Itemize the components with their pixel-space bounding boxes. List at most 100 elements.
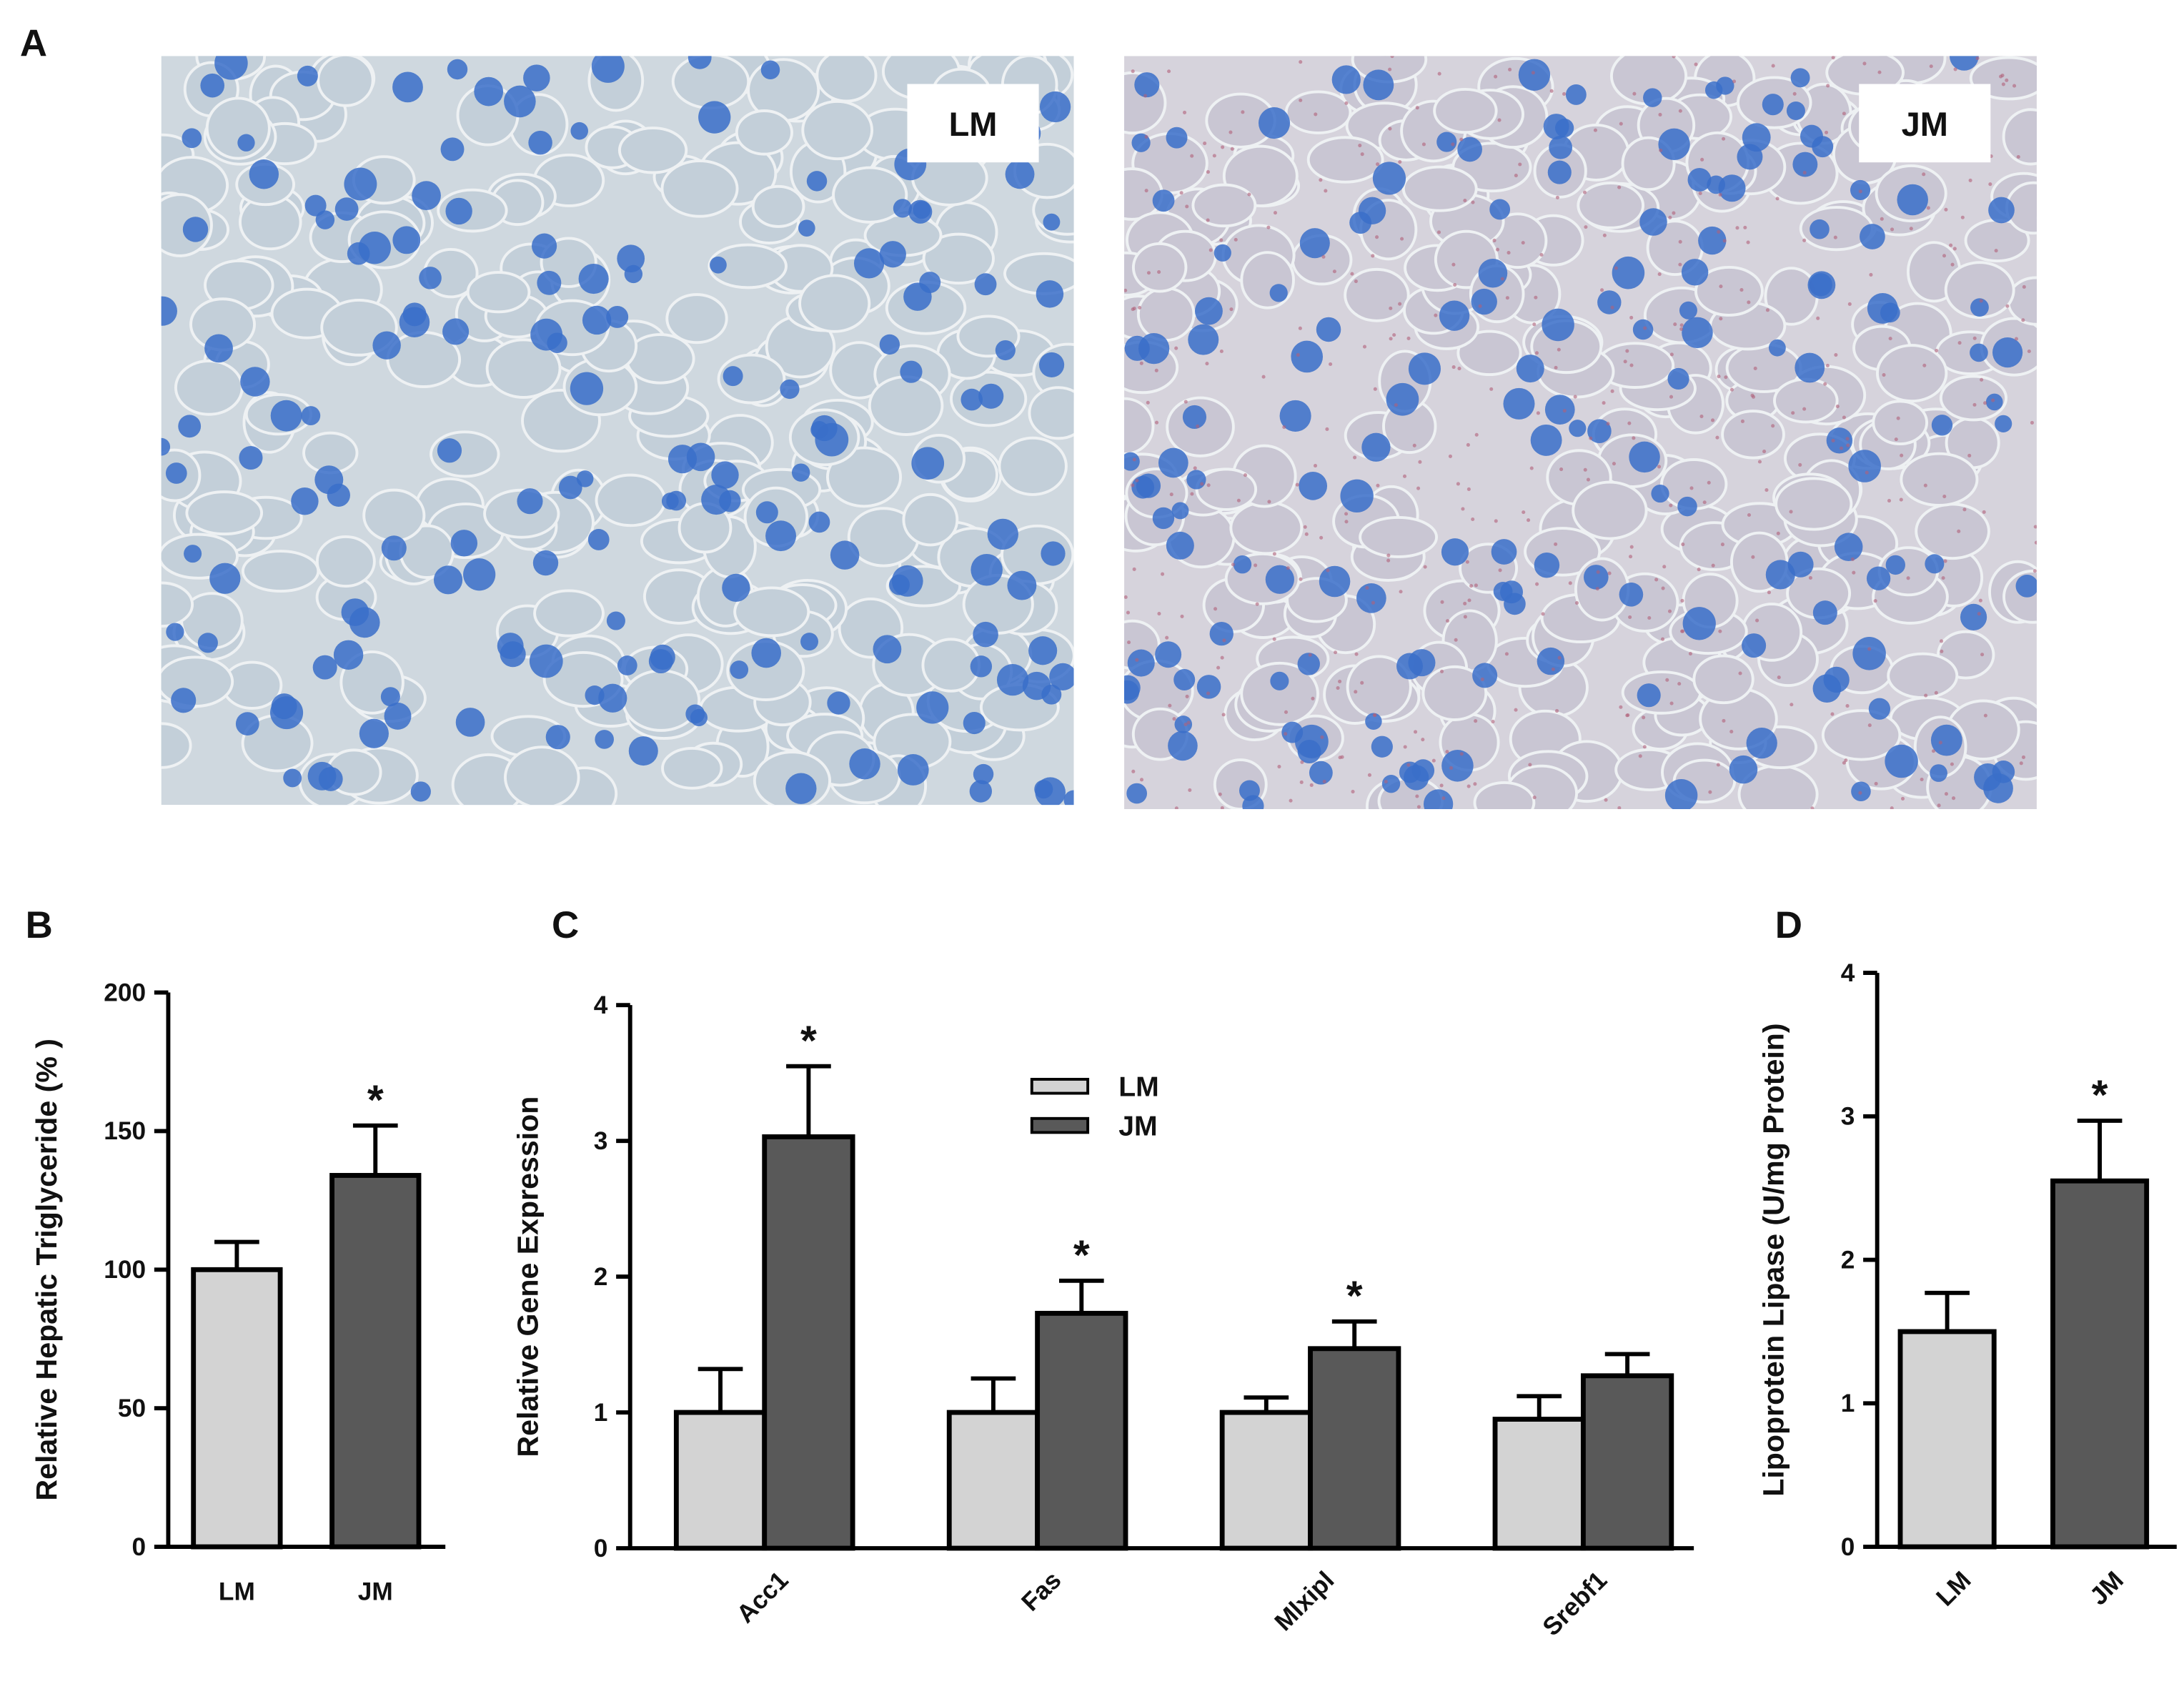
lipid-dot <box>1463 198 1467 203</box>
lipid-dot <box>1899 497 1903 502</box>
lipid-dot <box>1929 64 1933 69</box>
nucleus <box>628 736 658 766</box>
lipid-dot <box>1632 436 1636 440</box>
lipid-dot <box>1949 243 1953 247</box>
nucleus <box>1742 633 1767 658</box>
nucleus <box>1866 566 1891 590</box>
lipid-dot <box>1154 420 1159 425</box>
lipid-dot <box>1454 638 1458 642</box>
lipid-dot <box>1719 284 1723 289</box>
lipid-dot <box>1845 437 1850 441</box>
nucleus <box>344 167 377 201</box>
lipid-dot <box>1154 368 1158 372</box>
lipid-dot <box>1660 637 1665 641</box>
lipid-dot <box>1188 788 1192 792</box>
nucleus <box>531 233 557 259</box>
lipid-dot <box>1593 128 1597 132</box>
lipid-dot <box>1261 375 1266 379</box>
lipid-dot <box>1371 254 1375 258</box>
nucleus <box>570 372 604 405</box>
lipid-dot <box>1303 525 1307 529</box>
lipid-dot <box>2027 349 2031 354</box>
nucleus <box>1765 560 1795 590</box>
lipid-dot <box>1839 446 1844 450</box>
nucleus <box>1860 224 1885 249</box>
nucleus <box>1491 539 1517 565</box>
lipid-dot <box>1319 178 1323 182</box>
nucleus <box>723 366 743 387</box>
nucleus <box>440 137 465 162</box>
lipid-dot <box>1679 323 1684 327</box>
cell <box>1229 500 1304 555</box>
nucleus <box>1493 582 1513 601</box>
lipid-dot <box>1421 738 1425 742</box>
nucleus <box>1127 649 1155 677</box>
lipid-dot <box>1610 305 1614 309</box>
lipid-dot <box>1673 322 1677 327</box>
nucleus <box>1424 789 1454 809</box>
nucleus <box>182 217 209 242</box>
nucleus <box>161 296 177 326</box>
lipid-dot <box>1583 467 1587 472</box>
lipid-dot <box>1825 363 1830 368</box>
nucleus <box>974 273 997 296</box>
lipid-dot <box>1313 464 1318 468</box>
lipid-dot <box>1697 568 1701 572</box>
nucleus <box>1168 730 1198 761</box>
lipid-dot <box>1534 295 1538 299</box>
lipid-dot <box>1617 806 1622 809</box>
lipid-dot <box>1386 558 1391 563</box>
nucleus <box>1436 132 1457 152</box>
lipid-dot <box>1623 360 1627 364</box>
nucleus <box>648 649 673 674</box>
lipid-dot <box>1434 313 1438 317</box>
nucleus <box>1005 159 1035 189</box>
nucleus <box>1792 152 1818 177</box>
lipid-dot <box>1124 288 1128 292</box>
nucleus <box>710 256 727 274</box>
lipid-dot <box>1999 74 2003 79</box>
lipid-dot <box>1206 170 1210 174</box>
x-tick-label: LM <box>1931 1566 1977 1612</box>
nucleus <box>410 781 431 802</box>
lipid-dot <box>1161 572 1165 576</box>
nucleus <box>517 488 543 515</box>
lipid-dot <box>1185 204 1189 209</box>
nucleus <box>1544 395 1575 425</box>
nucleus <box>1126 783 1148 804</box>
lipid-dot <box>1423 565 1427 569</box>
lipid-dot <box>1267 500 1271 504</box>
lipid-dot <box>1942 254 1947 258</box>
error-bar <box>1058 1278 1104 1314</box>
lipid-dot <box>1309 783 1314 788</box>
lipid-dot <box>1880 217 1884 221</box>
lipid-dot <box>1890 806 1894 809</box>
lipid-dot <box>1273 211 1278 215</box>
lipid-dot <box>1909 227 1913 231</box>
lipid-dot <box>1602 233 1607 237</box>
lipid-dot <box>1272 637 1276 641</box>
nucleus <box>209 563 241 594</box>
lipid-dot <box>1326 568 1330 573</box>
nucleus <box>165 462 187 484</box>
lipid-dot <box>1495 247 1500 252</box>
lipid-dot <box>2012 84 2017 88</box>
lipid-dot <box>1402 474 1407 478</box>
lipid-dot <box>1474 719 1478 723</box>
lipid-dot <box>1982 510 1986 514</box>
lipid-dot <box>1607 571 1612 575</box>
lipid-dot <box>1823 382 1827 386</box>
lipid-dot <box>1415 106 1419 110</box>
nucleus <box>270 696 304 730</box>
lipid-dot <box>1500 277 1504 281</box>
lipid-dot <box>1934 690 1938 695</box>
nucleus <box>897 754 929 786</box>
lipid-dot <box>1747 300 1751 304</box>
lipid-dot <box>1126 610 1131 615</box>
lipid-dot <box>1354 652 1359 656</box>
lipid-dot <box>1440 600 1444 604</box>
lipid-dot <box>1466 784 1471 788</box>
lipid-dot <box>1669 352 1674 357</box>
lipid-dot <box>1241 110 1245 114</box>
legend-label: JM <box>1118 1111 1157 1141</box>
